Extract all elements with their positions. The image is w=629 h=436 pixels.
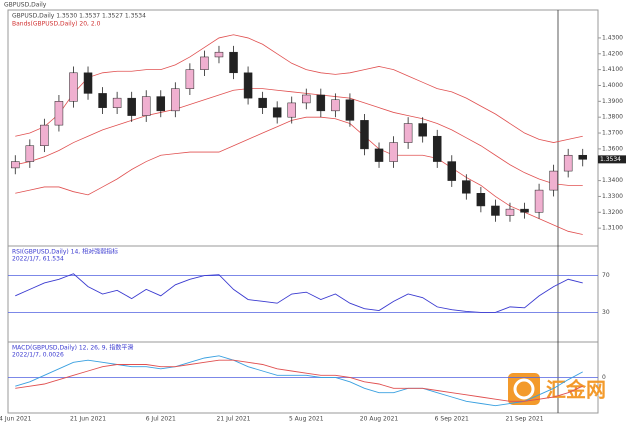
chart-title: GBPUSD,Daily [4,2,47,9]
y-tick-label: 0 [602,374,606,381]
candle-body [243,72,253,99]
candle-body [578,154,587,160]
candle-body [491,205,500,216]
rsi-title: RSI(GBPUSD,Daily) 14, 相对强弱指标 [12,248,118,256]
y-tick-label: 1.3100 [602,225,623,232]
y-tick-label: 1.4200 [602,50,623,57]
candle-body [98,93,107,108]
y-tick-label: 1.3200 [602,209,623,216]
band-label: Bands(GBPUSD,Daily) 20, 2.0 [12,21,101,28]
candle-body [258,97,267,108]
candle-body [229,51,238,74]
band-line [15,116,583,235]
x-tick-label: 21 Sep 2021 [506,416,544,423]
x-tick-label: 4 Jun 2021 [0,416,32,423]
current-price: 1.3534 [600,156,621,163]
candle-body [316,94,326,112]
candle-body [112,97,122,108]
y-tick-label: 1.4300 [602,34,623,41]
candle-body [549,170,558,191]
x-tick-label: 6 Jul 2021 [146,416,176,423]
x-tick-label: 21 Jun 2021 [70,416,106,423]
y-tick-label: 1.3800 [602,114,623,121]
candle-body [447,161,457,181]
candle-body [156,96,166,112]
x-tick-label: 20 Aug 2021 [360,416,399,423]
price-tag [598,155,626,164]
candle-body [25,145,35,162]
candle-body [403,123,413,143]
candle-body [374,148,384,162]
y-tick-label: 1.3300 [602,193,623,200]
candle-body [171,88,180,112]
y-tick-label: 1.4000 [602,82,623,89]
rsi-value: 2022/1/7, 61.534 [12,256,64,263]
x-tick-label: 5 Aug 2021 [289,416,324,423]
candle-body [462,180,471,194]
x-tick-label: 6 Sep 2021 [435,416,469,423]
price-info: GBPUSD,Daily 1.3530 1.3537 1.3527 1.3534 [12,13,146,20]
candle-body [418,123,427,137]
indicator-line [15,355,583,407]
y-tick-label: 1.3600 [602,145,623,152]
candle-body [360,120,369,150]
watermark-icon [513,378,535,400]
candle-body [563,154,573,172]
band-line [15,88,583,186]
candle-body [432,135,442,162]
y-tick-label: 30 [602,309,610,316]
candle-body [287,102,296,118]
candle-body [302,94,311,104]
candle-body [214,51,224,58]
watermark-icon [508,373,540,405]
y-tick-label: 1.4100 [602,66,623,73]
x-tick-label: 21 Jul 2021 [217,416,251,423]
candle-body [141,96,151,116]
candle-body [505,208,515,216]
candle-body [272,107,282,118]
candle-body [345,99,355,121]
y-tick-label: 1.3900 [602,98,623,105]
candle-body [127,97,136,116]
candle-body [40,124,49,146]
candle-body [83,72,93,94]
candle-body [200,56,209,70]
candle-body [11,161,20,169]
candle-body [185,69,195,89]
frame [7,9,599,414]
band-line [15,34,583,143]
y-tick-label: 1.3700 [602,130,623,137]
indicator-line [15,359,583,402]
y-tick-label: 70 [602,272,610,279]
candle-body [331,99,340,112]
indicator-line [15,273,583,313]
y-tick-label: 1.3400 [602,177,623,184]
candle-body [54,101,64,126]
candle-body [520,208,529,213]
macd-title: MACD(GBPUSD,Daily) 12, 26, 9, 指数平滑 [12,344,133,352]
candle-body [534,189,544,213]
candle-body [389,142,398,162]
candle-body [69,72,78,102]
candle-body [476,193,486,207]
macd-value: 2022/1/7, 0.0026 [12,352,64,359]
